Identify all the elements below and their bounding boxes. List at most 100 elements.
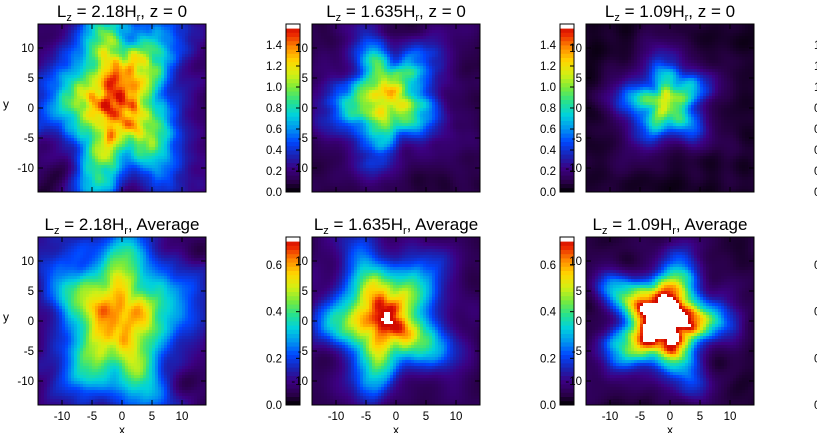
- heatmap-cell: [131, 156, 134, 159]
- heatmap-cell: [176, 141, 179, 144]
- heatmap-cell: [128, 120, 131, 123]
- heatmap-cell: [149, 150, 152, 153]
- heatmap-cell: [155, 150, 158, 153]
- heatmap-cell: [471, 24, 474, 27]
- heatmap-cell: [396, 30, 399, 33]
- heatmap-cell: [86, 132, 89, 135]
- heatmap-cell: [197, 66, 200, 69]
- heatmap-cell: [179, 126, 182, 129]
- heatmap-cell: [194, 54, 197, 57]
- heatmap-cell: [77, 150, 80, 153]
- heatmap-cell: [74, 156, 77, 159]
- heatmap-cell: [396, 33, 399, 36]
- heatmap-cell: [53, 180, 56, 183]
- heatmap-cell: [89, 57, 92, 60]
- heatmap-cell: [110, 69, 113, 72]
- heatmap-cell: [56, 63, 59, 66]
- heatmap-cell: [98, 69, 101, 72]
- heatmap-cell: [125, 66, 128, 69]
- heatmap-cell: [95, 36, 98, 39]
- heatmap-cell: [53, 168, 56, 171]
- heatmap-cell: [161, 129, 164, 132]
- heatmap-cell: [155, 132, 158, 135]
- heatmap-cell: [390, 27, 393, 30]
- heatmap-cell: [41, 51, 44, 54]
- heatmap-cell: [182, 150, 185, 153]
- heatmap-cell: [438, 33, 441, 36]
- heatmap-cell: [447, 27, 450, 30]
- heatmap-cell: [152, 171, 155, 174]
- heatmap-cell: [357, 48, 360, 51]
- heatmap-cell: [119, 141, 122, 144]
- heatmap-cell: [170, 159, 173, 162]
- heatmap-cell: [95, 90, 98, 93]
- heatmap-cell: [402, 39, 405, 42]
- heatmap-cell: [86, 159, 89, 162]
- heatmap-cell: [405, 24, 408, 27]
- heatmap-cell: [173, 156, 176, 159]
- heatmap-cell: [56, 93, 59, 96]
- heatmap-cell: [122, 129, 125, 132]
- heatmap-cell: [56, 96, 59, 99]
- heatmap-cell: [164, 126, 167, 129]
- heatmap-cell: [182, 105, 185, 108]
- heatmap-cell: [197, 156, 200, 159]
- heatmap-cell: [161, 66, 164, 69]
- heatmap-cell: [429, 57, 432, 60]
- heatmap-cell: [188, 108, 191, 111]
- heatmap-cell: [137, 105, 140, 108]
- heatmap-cell: [83, 156, 86, 159]
- heatmap-cell: [53, 144, 56, 147]
- heatmap-cell: [113, 162, 116, 165]
- heatmap-cell: [95, 162, 98, 165]
- heatmap-cell: [191, 111, 194, 114]
- heatmap-cell: [131, 27, 134, 30]
- heatmap-cell: [197, 78, 200, 81]
- heatmap-cell: [62, 24, 65, 27]
- heatmap-cell: [182, 114, 185, 117]
- heatmap-cell: [125, 36, 128, 39]
- heatmap-cell: [143, 114, 146, 117]
- heatmap-cell: [161, 33, 164, 36]
- heatmap-cell: [176, 153, 179, 156]
- heatmap-cell: [197, 159, 200, 162]
- heatmap-cell: [381, 39, 384, 42]
- heatmap-cell: [146, 39, 149, 42]
- heatmap-cell: [348, 57, 351, 60]
- heatmap-cell: [420, 36, 423, 39]
- heatmap-cell: [113, 27, 116, 30]
- heatmap-cell: [366, 48, 369, 51]
- heatmap-cell: [200, 96, 203, 99]
- heatmap-cell: [71, 90, 74, 93]
- heatmap-cell: [128, 90, 131, 93]
- heatmap-cell: [50, 141, 53, 144]
- heatmap-cell: [125, 186, 128, 189]
- heatmap-cell: [194, 126, 197, 129]
- heatmap-cell: [116, 162, 119, 165]
- heatmap-cell: [450, 54, 453, 57]
- heatmap-cell: [173, 105, 176, 108]
- heatmap-cell: [41, 102, 44, 105]
- heatmap-cell: [98, 159, 101, 162]
- heatmap-cell: [176, 51, 179, 54]
- heatmap-cell: [167, 57, 170, 60]
- heatmap-cell: [128, 51, 131, 54]
- heatmap-cell: [137, 114, 140, 117]
- heatmap-cell: [86, 72, 89, 75]
- heatmap-cell: [182, 99, 185, 102]
- heatmap-cell: [71, 111, 74, 114]
- heatmap-cell: [342, 27, 345, 30]
- heatmap-cell: [161, 120, 164, 123]
- heatmap-cell: [143, 93, 146, 96]
- heatmap-cell: [47, 177, 50, 180]
- heatmap-cell: [179, 63, 182, 66]
- heatmap-cell: [128, 33, 131, 36]
- heatmap-cell: [155, 183, 158, 186]
- heatmap-cell: [38, 180, 41, 183]
- heatmap-cell: [176, 138, 179, 141]
- heatmap-cell: [468, 39, 471, 42]
- heatmap-cell: [429, 24, 432, 27]
- heatmap-cell: [122, 48, 125, 51]
- heatmap-cell: [152, 102, 155, 105]
- heatmap-cell: [188, 30, 191, 33]
